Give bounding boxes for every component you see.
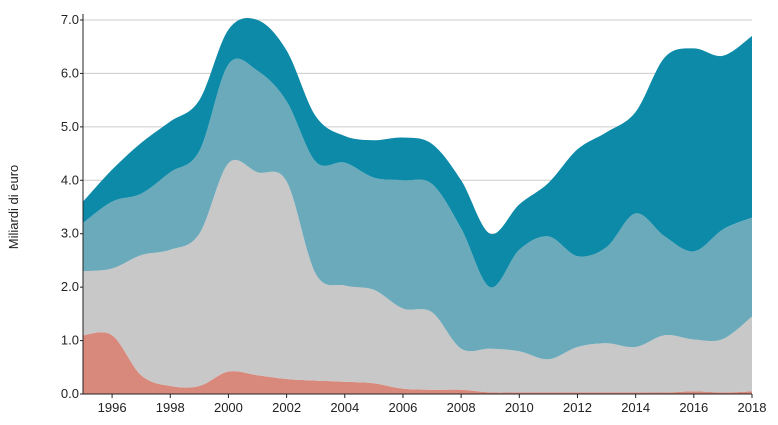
area-series-1	[83, 332, 752, 394]
y-tick-label-1: 1.0	[61, 333, 79, 348]
y-tick-labels: 0.0 1.0 2.0 3.0 4.0 5.0 6.0 7.0	[61, 12, 83, 401]
y-tick-label-6: 6.0	[61, 65, 79, 80]
x-tick-label-0: 1996	[98, 400, 127, 415]
x-tick-label-3: 2002	[272, 400, 301, 415]
y-tick-label-3: 3.0	[61, 226, 79, 241]
axes	[82, 14, 752, 395]
x-tick-label-11: 2018	[738, 400, 767, 415]
x-tick-label-8: 2012	[563, 400, 592, 415]
x-tick-label-5: 2006	[388, 400, 417, 415]
area-series-2	[83, 159, 752, 393]
y-tick-label-2: 2.0	[61, 279, 79, 294]
x-tick-label-2: 2000	[214, 400, 243, 415]
y-tick-label-4: 4.0	[61, 172, 79, 187]
x-tick-labels: 1996 1998 2000 2002 2004 2006 2008 2010 2012 2014…	[98, 394, 767, 415]
x-tick-label-7: 2010	[505, 400, 534, 415]
area-series-3	[83, 58, 752, 360]
y-tick-label-0: 0.0	[61, 386, 79, 401]
area-series	[83, 17, 752, 394]
y-axis-title: Miliardi di euro	[6, 165, 21, 250]
x-tick-label-10: 2016	[679, 400, 708, 415]
x-tick-label-4: 2004	[330, 400, 359, 415]
y-tick-label-7: 7.0	[61, 12, 79, 27]
area-series-4	[83, 17, 752, 288]
x-tick-label-9: 2014	[621, 400, 650, 415]
x-tick-label-6: 2008	[447, 400, 476, 415]
y-tick-label-5: 5.0	[61, 119, 79, 134]
x-tick-label-1: 1998	[156, 400, 185, 415]
